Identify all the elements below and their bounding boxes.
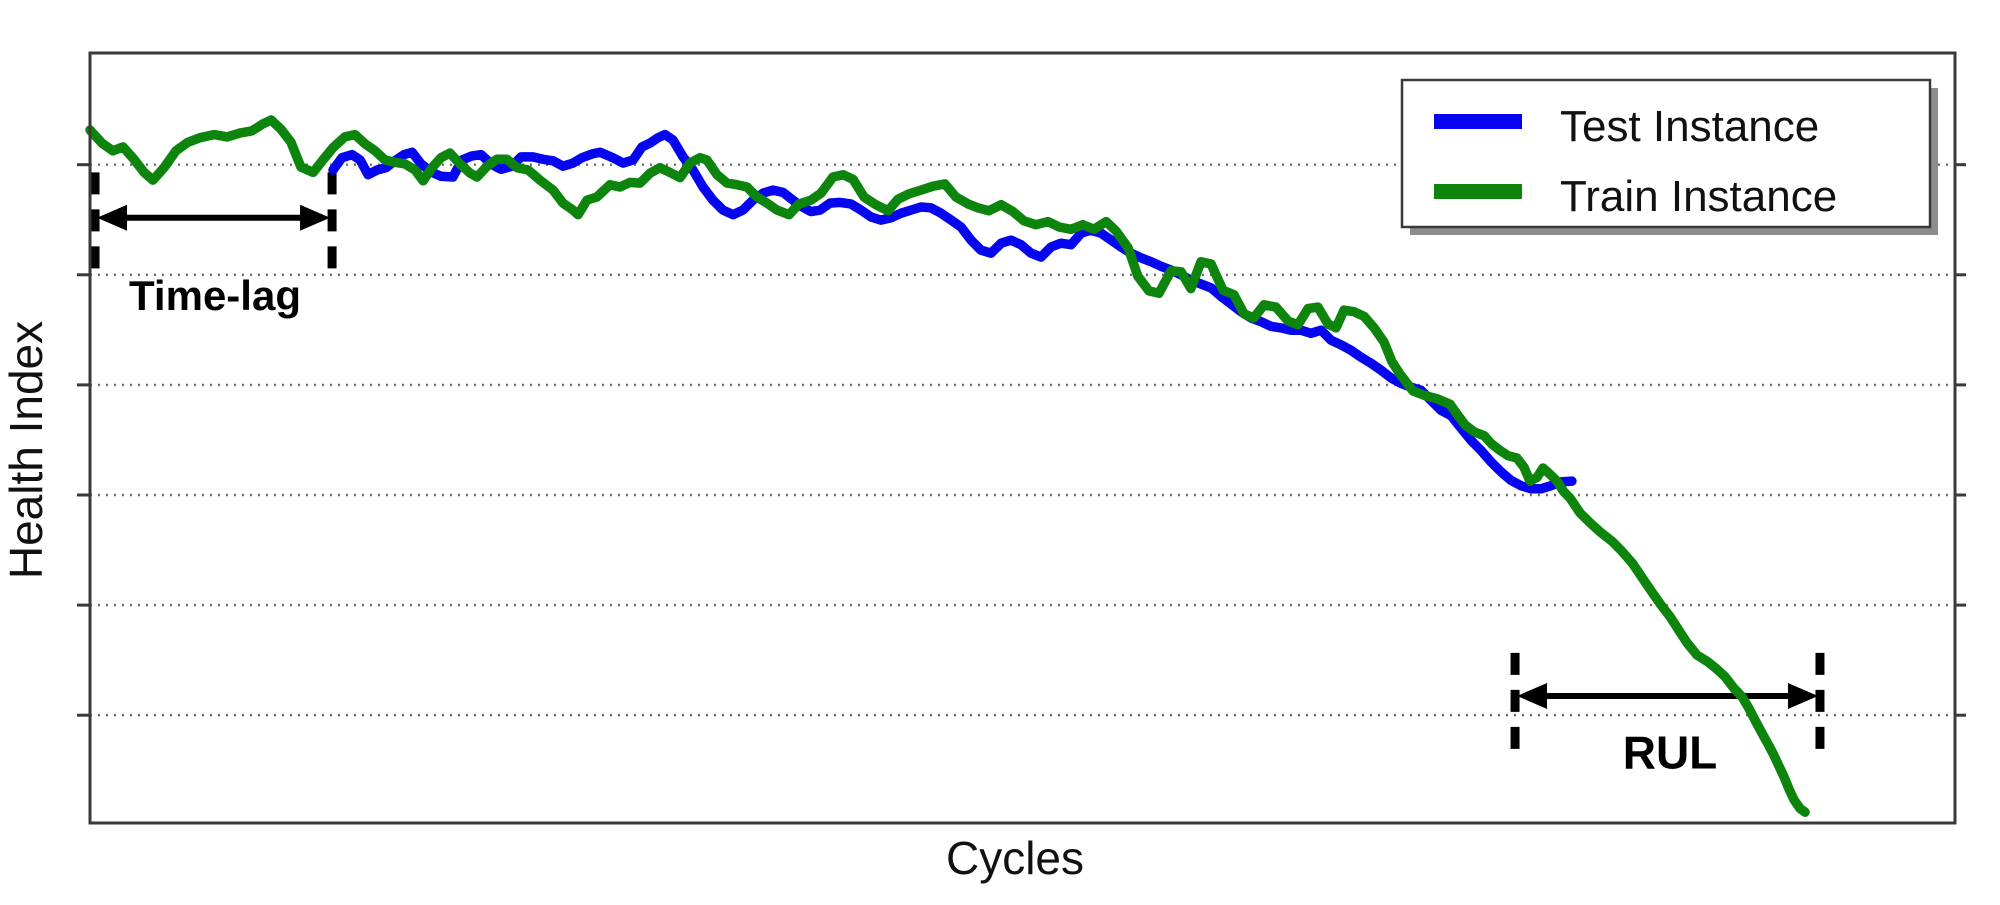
time-lag-label: Time-lag — [129, 272, 301, 319]
legend-label-test: Test Instance — [1560, 102, 1819, 151]
series-line-test-instance — [328, 129, 1577, 494]
legend: Test Instance Train Instance — [1400, 78, 1938, 235]
series-line-train-instance — [85, 115, 1810, 817]
rul-arrowhead-left — [1517, 682, 1548, 709]
legend-swatch-train — [1434, 184, 1522, 199]
y-axis-label: Health Index — [0, 321, 52, 579]
axis-ticks — [77, 163, 1966, 717]
series-lines — [85, 115, 1810, 817]
rul-arrowhead-right — [1787, 682, 1818, 709]
x-axis-label: Cycles — [946, 832, 1084, 884]
legend-label-train: Train Instance — [1560, 172, 1837, 221]
legend-swatch-test — [1434, 114, 1522, 129]
legend-box — [1400, 78, 1932, 229]
plot-frame — [88, 51, 1957, 825]
time-lag-arrowhead-right — [300, 204, 331, 231]
annotation-shapes — [90, 172, 1825, 753]
rul-label: RUL — [1623, 726, 1718, 778]
time-lag-arrowhead-left — [97, 204, 128, 231]
